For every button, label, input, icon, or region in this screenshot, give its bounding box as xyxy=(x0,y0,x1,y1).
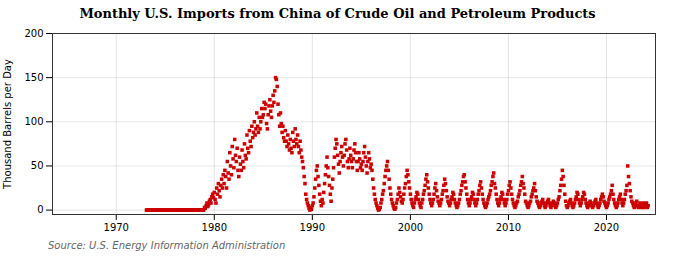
svg-text:100: 100 xyxy=(24,116,43,127)
svg-text:2020: 2020 xyxy=(594,222,619,233)
svg-text:2000: 2000 xyxy=(398,222,423,233)
html-text:Monthly U.S. Imports from Chin: Monthly U.S. Imports from China of Crude… xyxy=(79,6,596,21)
html-text:Source: U.S. Energy Informatio: Source: U.S. Energy Information Administ… xyxy=(48,240,286,251)
svg-text:50: 50 xyxy=(31,160,44,171)
svg-text:1980: 1980 xyxy=(202,222,227,233)
svg-text:1970: 1970 xyxy=(104,222,129,233)
svg-text:Thousand Barrels per Day: Thousand Barrels per Day xyxy=(2,59,13,190)
svg-text:150: 150 xyxy=(24,72,43,83)
svg-text:1990: 1990 xyxy=(300,222,325,233)
svg-text:2010: 2010 xyxy=(496,222,521,233)
svg-text:0: 0 xyxy=(37,204,43,215)
svg-text:200: 200 xyxy=(24,28,43,39)
